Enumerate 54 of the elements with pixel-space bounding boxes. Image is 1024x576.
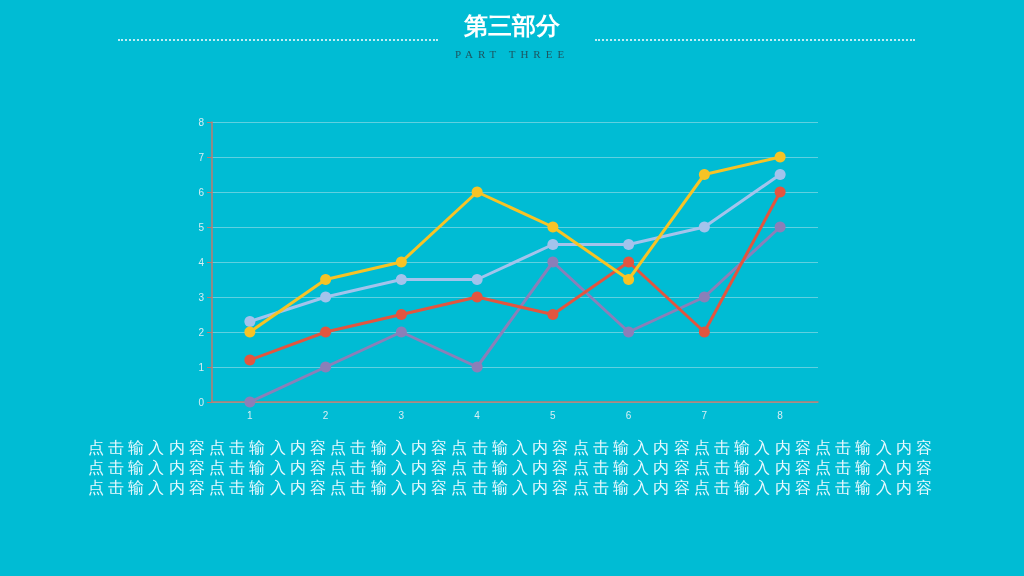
point [547,256,559,268]
y-tick-label: 2 [198,326,205,338]
point [547,309,559,320]
point [395,309,407,320]
x-tick-label: 5 [550,409,557,421]
point [320,291,332,303]
point [623,256,635,268]
point [774,186,786,198]
x-tick-label: 7 [701,409,708,421]
point [244,316,256,327]
point [623,326,635,338]
point [471,361,483,373]
y-tick-label: 3 [198,291,205,303]
point [320,274,332,285]
y-tick-label: 4 [198,256,205,268]
point [395,274,407,285]
x-tick-label: 6 [625,409,632,421]
text: 点击输入内容点击输入内容点击输入内容点击输入内容点击输入内容点击输入内容点击输入内容 [86,458,938,478]
x-tick-label: 3 [398,409,405,421]
text: 点击输入内容点击输入内容点击输入内容点击输入内容点击输入内容点击输入内容点击输入内容 [86,438,938,458]
y-tick-label: 0 [198,396,205,408]
point [698,326,710,338]
point [244,326,256,338]
point [774,151,786,163]
y-tick-label: 5 [198,221,205,233]
point [698,221,710,233]
text: 点击输入内容点击输入内容点击输入内容点击输入内容点击输入内容点击输入内容点击输入内容 [86,478,938,498]
chart-subtitle: PART THREE [453,48,571,60]
x-tick-label: 8 [777,409,784,421]
y-tick-label: 6 [198,186,205,198]
point [244,354,256,366]
point [698,169,710,180]
point [320,361,332,373]
chart-title: 第三部分 [463,10,561,42]
point [774,169,786,180]
point [471,186,483,198]
x-tick-label: 2 [322,409,329,421]
point [774,221,786,233]
point [547,239,559,250]
y-tick-label: 1 [198,361,205,373]
point [395,256,407,268]
x-tick-label: 4 [474,409,481,421]
y-tick-label: 7 [198,151,205,163]
point [547,221,559,233]
point [623,274,635,285]
y-tick-label: 8 [198,116,205,128]
point [244,396,256,408]
point [471,274,483,285]
point [623,239,635,250]
point [698,291,710,303]
x-tick-label: 1 [247,409,254,421]
point [471,291,483,303]
point [395,326,407,338]
point [320,326,332,338]
